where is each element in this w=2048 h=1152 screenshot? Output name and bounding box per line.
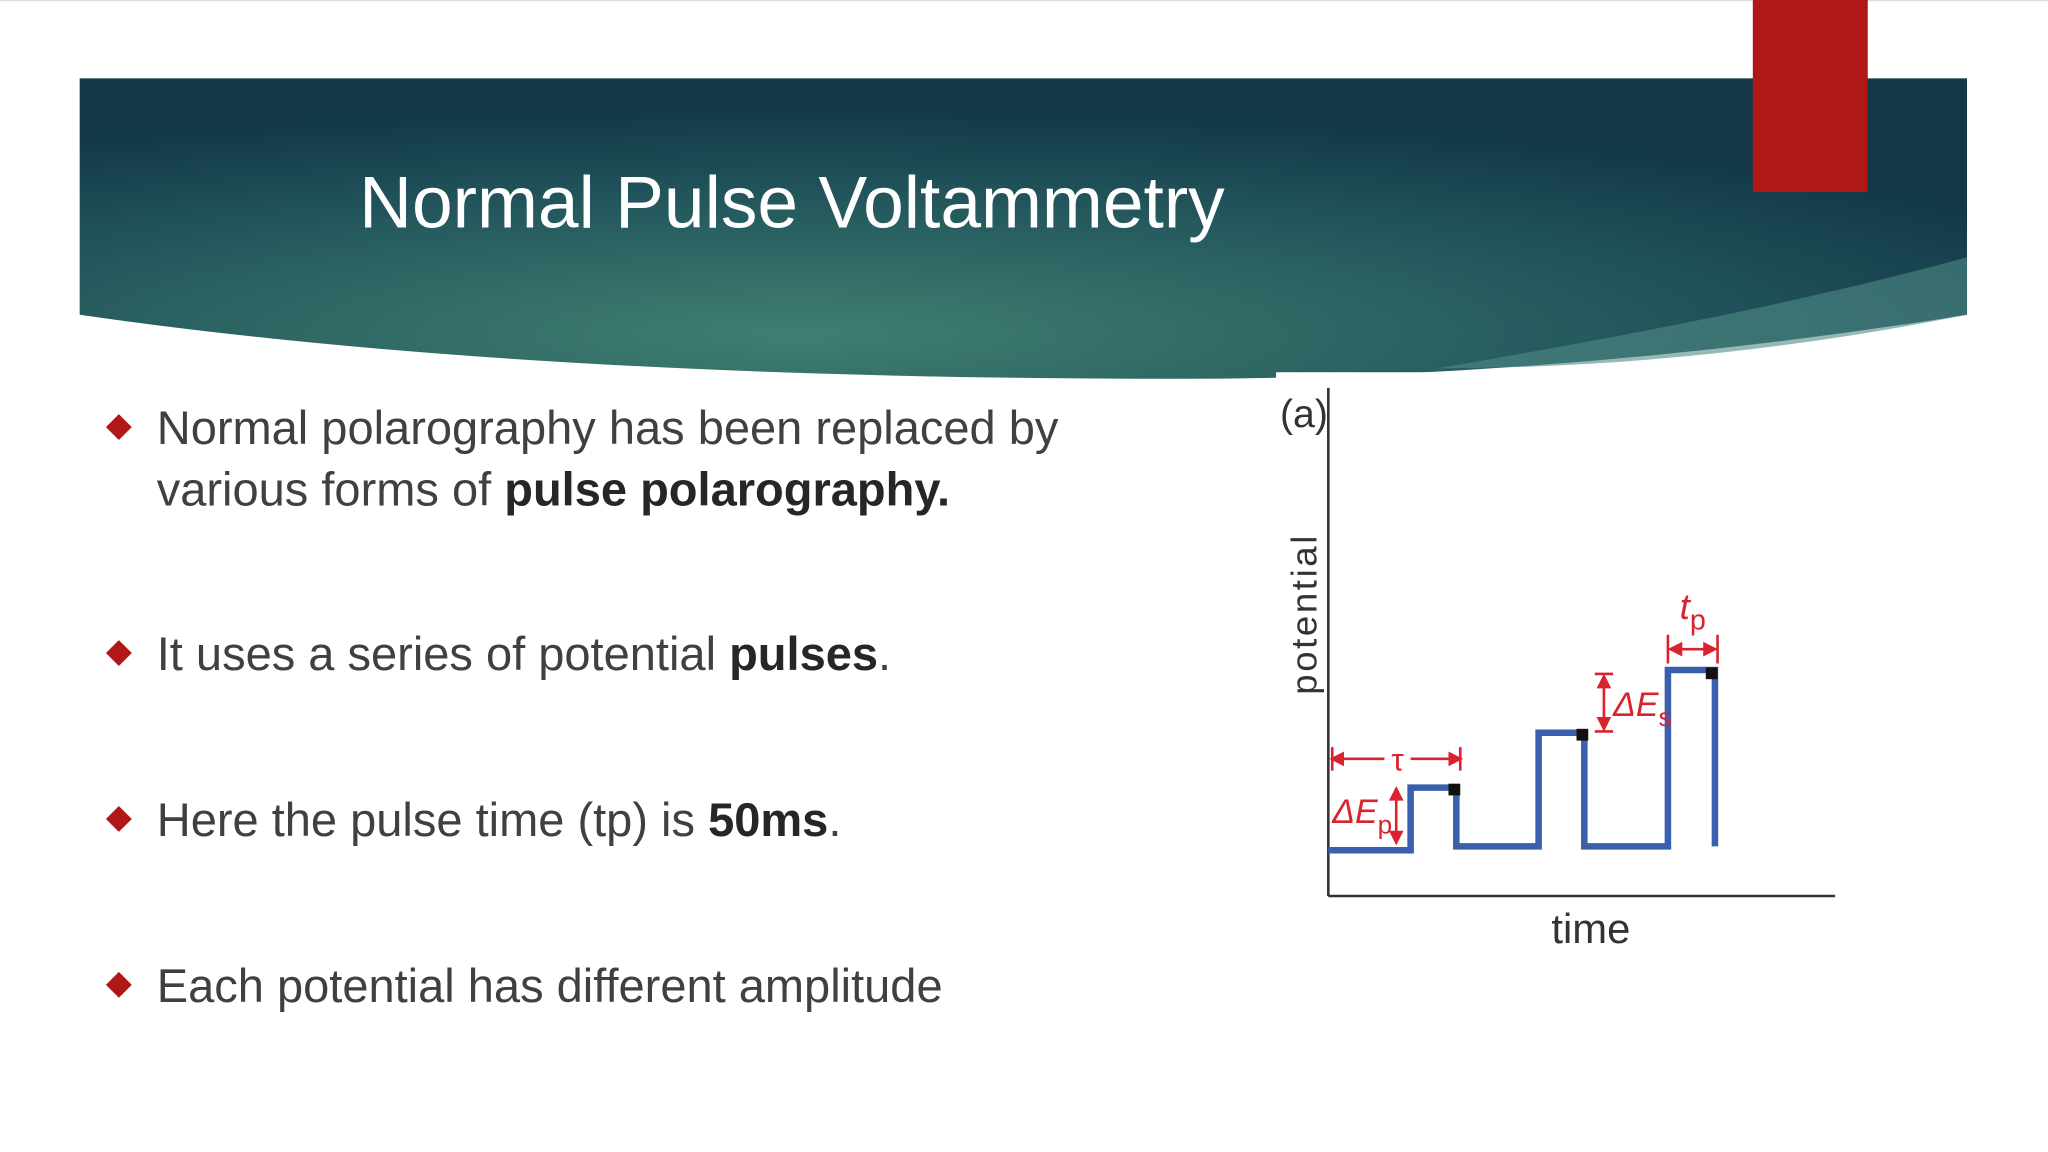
text-run: . xyxy=(828,793,841,846)
red-tab xyxy=(1752,0,1868,192)
bullet-text: Here the pulse time (tp) is 50ms. xyxy=(157,793,842,846)
figure-bg xyxy=(1276,372,1842,974)
delta-ep-label: ΔEp xyxy=(1331,793,1392,839)
tau-label: τ xyxy=(1391,743,1404,778)
text-run: . xyxy=(878,627,891,680)
arrow-head xyxy=(1329,751,1464,767)
label-sub: p xyxy=(1378,809,1393,839)
pulse-waveform xyxy=(1328,666,1719,854)
label-sub: p xyxy=(1690,605,1706,637)
bullet-diamond xyxy=(105,640,132,666)
bullet-list: Normal polarography has been replaced by… xyxy=(105,401,1059,1012)
label-sub: s xyxy=(1658,702,1671,732)
bold-text: 50ms xyxy=(708,793,828,846)
arrow-head xyxy=(1667,641,1718,657)
sample-point xyxy=(1448,783,1461,796)
x-axis-label: time xyxy=(1551,905,1630,952)
text-run: Here the pulse time (tp) is xyxy=(157,793,708,846)
label-main: ΔE xyxy=(1331,793,1378,831)
text-run: various forms of xyxy=(157,462,505,515)
figure: (a) potential time τ ΔEp ΔEs tp xyxy=(1276,372,1842,974)
tp-label: tp xyxy=(1680,586,1706,636)
sample-point xyxy=(1705,667,1718,680)
title-banner xyxy=(79,78,1968,379)
text-run: Each potential has different amplitude xyxy=(157,959,943,1012)
arrow-head xyxy=(1388,785,1404,846)
slide-title: Normal Pulse Voltammetry xyxy=(359,162,1225,243)
panel-label: (a) xyxy=(1280,393,1328,436)
bullet-text: Normal polarography has been replaced by xyxy=(157,401,1059,454)
text-run: It uses a series of potential xyxy=(157,627,729,680)
bullet-text: Each potential has different amplitude xyxy=(157,959,943,1012)
arrow-head xyxy=(1596,673,1612,732)
bullet-text: It uses a series of potential pulses. xyxy=(157,627,891,680)
label-main: t xyxy=(1680,586,1692,627)
banner-wave xyxy=(1436,257,1968,369)
bullet-diamond xyxy=(105,971,132,998)
bold-text: pulses xyxy=(729,627,878,680)
bullet-text: various forms of pulse polarography. xyxy=(157,462,950,515)
label-main: ΔE xyxy=(1612,686,1659,724)
delta-es-label: ΔEs xyxy=(1612,686,1671,732)
sample-point xyxy=(1576,728,1589,741)
y-axis-label: potential xyxy=(1284,533,1325,695)
bullet-diamond xyxy=(105,806,132,832)
bold-text: pulse polarography. xyxy=(504,462,950,515)
bullet-diamond xyxy=(105,414,132,441)
text-run: Normal polarography has been replaced by xyxy=(157,401,1059,454)
